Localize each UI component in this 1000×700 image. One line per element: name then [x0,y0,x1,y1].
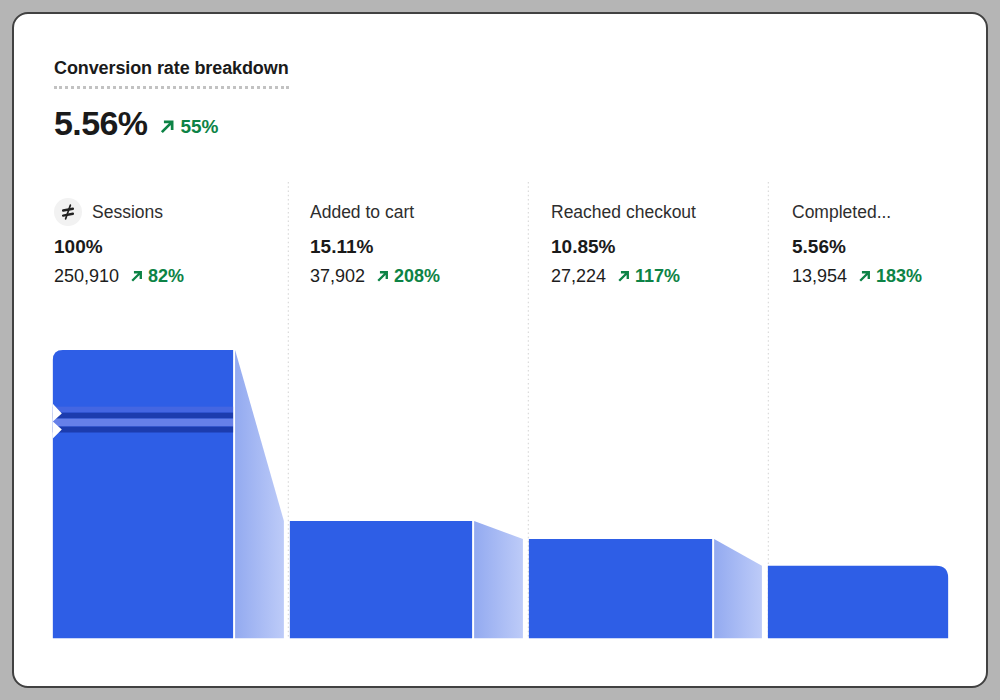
step-delta-value: 117% [635,266,680,287]
arrow-up-right-icon [616,269,631,284]
arrow-up-right-icon [375,269,390,284]
step-delta: 208% [375,266,440,287]
step-delta-value: 183% [876,266,922,287]
step-label: Completed... [792,202,891,223]
funnel-transition-3 [714,539,762,638]
step-count: 13,954 [792,266,847,287]
sessions-icon [54,198,82,226]
step-percent: 15.11% [310,236,530,258]
step-percent: 100% [54,236,274,258]
funnel-bar-3[interactable] [529,539,712,638]
step-delta-value: 82% [148,266,184,287]
headline-value: 5.56% [54,104,147,143]
step-label: Sessions [92,202,163,223]
funnel-transition-2 [474,521,523,638]
axis-break-band [53,413,233,419]
step-count: 37,902 [310,266,365,287]
step-percent: 5.56% [792,236,988,258]
step-label: Reached checkout [551,202,696,223]
arrow-up-right-icon [857,269,872,284]
step-delta: 82% [129,266,184,287]
axis-break-band [53,407,233,413]
funnel-step-completed: Completed... 5.56% 13,954 183% [792,198,988,287]
funnel-bar-2[interactable] [290,521,472,638]
arrow-up-right-icon [129,269,144,284]
step-delta: 117% [616,266,680,287]
funnel-step-reached-checkout: Reached checkout 10.85% 27,224 117% [551,198,771,287]
step-delta: 183% [857,266,922,287]
headline-delta-value: 55% [180,116,218,138]
funnel-step-sessions: Sessions 100% 250,910 82% [54,198,274,287]
funnel-transition-1 [235,350,284,638]
step-delta-value: 208% [394,266,440,287]
card-title[interactable]: Conversion rate breakdown [54,58,289,89]
arrow-up-right-icon [158,118,176,136]
step-percent: 10.85% [551,236,771,258]
funnel-step-added-to-cart: Added to cart 15.11% 37,902 208% [310,198,530,287]
headline: 5.56% 55% [54,104,218,143]
analytics-card: Conversion rate breakdown 5.56% 55% Sess… [12,12,988,688]
axis-break-band [53,427,233,433]
funnel-bar-1[interactable] [53,350,233,638]
funnel-bar-4[interactable] [768,566,948,639]
axis-break-band [53,419,233,427]
step-label: Added to cart [310,202,414,223]
headline-delta: 55% [158,116,218,138]
step-count: 250,910 [54,266,119,287]
step-count: 27,224 [551,266,606,287]
